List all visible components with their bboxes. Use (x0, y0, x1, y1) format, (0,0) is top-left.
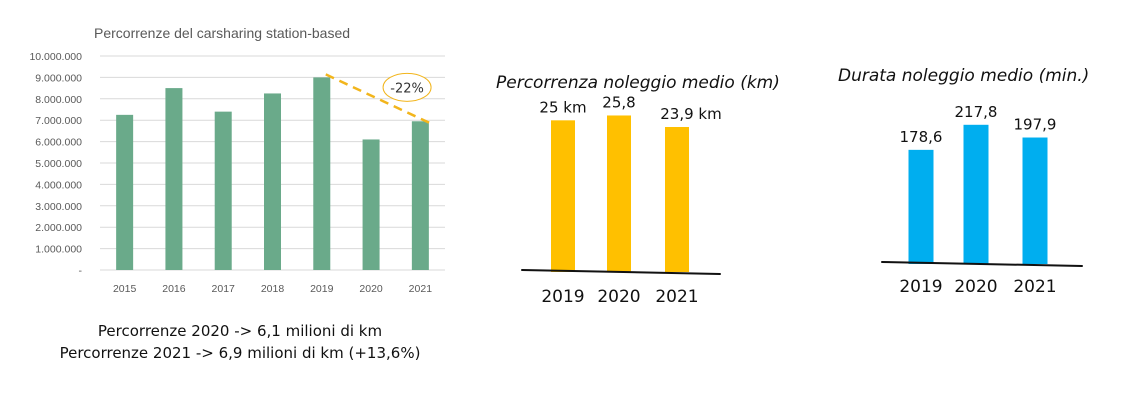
chart-percorrenza-noleggio-medio: Percorrenza noleggio medio (km) 25 km 2019… (496, 73, 780, 307)
y-tick-label: 8.000.000 (35, 94, 82, 106)
bar (551, 120, 575, 272)
bar (411, 121, 429, 271)
x-axis-line (881, 261, 1083, 267)
y-tick-label: 4.000.000 (35, 179, 82, 191)
x-tick-label: 2016 (162, 283, 186, 295)
bar (665, 127, 689, 272)
bar (908, 149, 934, 264)
data-label: 217,8 (955, 103, 998, 121)
chart-title: Percorrenza noleggio medio (km) (496, 73, 780, 93)
y-tick-label: - (79, 265, 83, 277)
bar (264, 93, 281, 270)
y-tick-label: 10.000.000 (29, 51, 82, 63)
x-tick-label: 2019 (899, 277, 942, 297)
data-label: 25,8 (602, 93, 635, 111)
chart-title: Percorrenze del carsharing station-based (94, 25, 350, 41)
x-tick-label: 2018 (261, 283, 285, 295)
x-tick-label: 2021 (655, 287, 698, 307)
x-tick-label: 2019 (541, 287, 584, 307)
chart-title: Durata noleggio medio (min.) (838, 66, 1089, 86)
bar (1022, 137, 1048, 264)
y-tick-label: 3.000.000 (35, 201, 82, 213)
x-tick-label: 2017 (212, 283, 236, 295)
annotation-bubble (382, 72, 432, 102)
x-tick-label: 2020 (597, 287, 640, 307)
data-label: 197,9 (1014, 116, 1057, 134)
data-label: 23,9 km (660, 105, 721, 123)
y-tick-label: 1.000.000 (35, 244, 82, 256)
x-tick-label: 2021 (409, 283, 433, 295)
trend-arrow-line (325, 73, 431, 125)
x-tick-label: 2020 (954, 277, 997, 297)
chart-durata-noleggio-medio: Durata noleggio medio (min.) 178,6 2019 217… (838, 66, 1089, 297)
y-tick-label: 9.000.000 (35, 72, 82, 84)
x-tick-label: 2020 (359, 283, 383, 295)
bar (214, 111, 232, 270)
y-tick-label: 6.000.000 (35, 137, 82, 149)
bar (313, 77, 331, 271)
x-tick-label: 2015 (113, 283, 137, 295)
y-tick-label: 7.000.000 (35, 115, 82, 127)
x-tick-label: 2019 (310, 283, 334, 295)
data-label: 25 km (539, 98, 586, 116)
bar (963, 124, 989, 264)
data-label: 178,6 (900, 128, 943, 146)
y-tick-label: 2.000.000 (35, 222, 82, 234)
bar (607, 115, 631, 272)
note-2020: Percorrenze 2020 -> 6,1 milioni di km (97, 322, 383, 340)
x-tick-label: 2021 (1013, 277, 1056, 297)
chart-percorrenze-station-based: Percorrenze del carsharing station-based… (29, 25, 445, 295)
bar (362, 139, 380, 270)
bar (165, 88, 183, 270)
x-axis-line (521, 269, 721, 275)
y-tick-label: 5.000.000 (35, 158, 82, 170)
annotation-label: -22% (390, 81, 424, 96)
note-2021: Percorrenze 2021 -> 6,9 milioni di km (+… (59, 344, 421, 362)
bar (116, 114, 134, 270)
